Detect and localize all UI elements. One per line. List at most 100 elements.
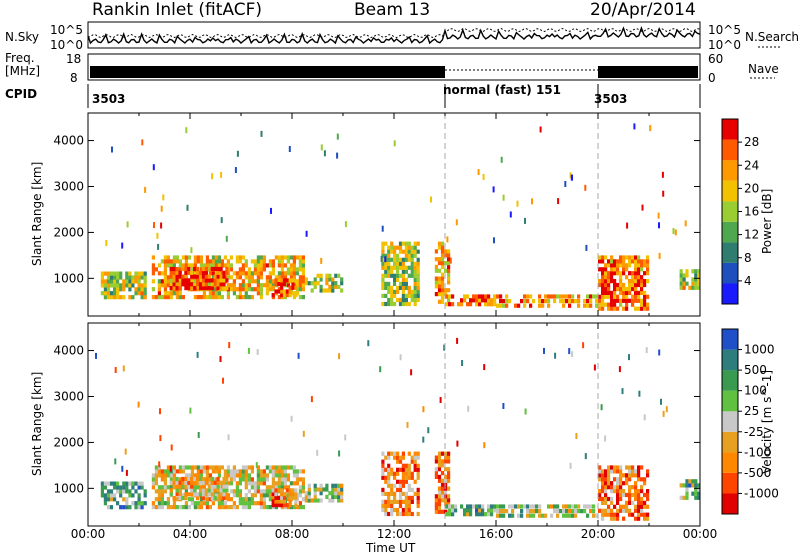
heatmap-cell xyxy=(634,481,638,486)
heatmap-cell xyxy=(499,504,503,509)
heatmap-cell xyxy=(134,481,138,486)
heatmap-cell xyxy=(387,281,391,286)
heatmap-cell xyxy=(613,485,617,490)
heatmap-cell xyxy=(288,278,292,283)
heatmap-cell xyxy=(396,471,400,476)
heatmap-cell xyxy=(381,459,385,464)
heatmap-cell xyxy=(131,501,135,506)
heatmap-cell xyxy=(390,467,394,472)
heatmap-cell xyxy=(116,481,120,486)
heatmap-cell xyxy=(163,275,167,280)
heatmap-cell xyxy=(331,284,335,289)
heatmap-cell xyxy=(196,287,200,292)
heatmap-cell xyxy=(222,488,226,493)
heatmap-cell xyxy=(292,481,296,486)
heatmap-cell xyxy=(607,512,611,517)
heatmap-cell xyxy=(128,271,132,276)
heatmap-cell xyxy=(178,484,182,489)
heatmap-speck xyxy=(430,196,432,203)
heatmap-cell xyxy=(691,483,695,488)
heatmap-cell xyxy=(398,265,403,270)
heatmap-speck xyxy=(585,244,588,251)
heatmap-cell xyxy=(244,497,248,502)
heatmap-cell xyxy=(190,274,194,279)
heatmap-cell xyxy=(277,473,281,478)
heatmap-cell xyxy=(103,291,107,296)
heatmap-cell xyxy=(634,290,638,295)
heatmap-cell xyxy=(401,269,405,274)
heatmap-cell xyxy=(137,287,141,292)
heatmap-cell xyxy=(277,271,281,276)
heatmap-cell xyxy=(193,481,197,486)
heatmap-cell xyxy=(316,487,320,492)
heatmap-cell xyxy=(398,273,403,278)
heatmap-speck xyxy=(446,236,449,243)
heatmap-cell xyxy=(556,509,560,514)
heatmap-speck xyxy=(380,255,383,262)
heatmap-cell xyxy=(640,282,644,288)
heatmap-cell xyxy=(298,489,302,494)
heatmap-cell xyxy=(416,289,420,294)
heatmap-cell xyxy=(178,496,182,501)
heatmap-cell xyxy=(396,245,400,250)
heatmap-cell xyxy=(682,483,686,488)
heatmap-cell xyxy=(289,263,293,268)
heatmap-cell xyxy=(219,266,223,272)
heatmap-cell xyxy=(410,293,414,298)
heatmap-cell xyxy=(559,299,563,304)
heatmap-cell xyxy=(460,298,464,303)
heatmap-cell xyxy=(134,279,138,284)
heatmap-cell xyxy=(294,495,298,500)
heatmap-cell xyxy=(694,273,698,278)
heatmap-cell xyxy=(199,279,203,284)
heatmap-speck xyxy=(483,364,486,371)
heatmap-cell xyxy=(401,483,405,488)
heatmap-cell xyxy=(640,275,644,280)
heatmap-cell xyxy=(187,505,191,510)
heatmap-cell xyxy=(607,271,611,276)
heatmap-cell xyxy=(250,259,254,264)
heatmap-cell xyxy=(340,288,344,293)
heatmap-cell xyxy=(172,259,176,264)
heatmap-cell xyxy=(401,301,405,307)
heatmap-cell xyxy=(222,286,226,291)
heatmap-cell xyxy=(175,270,179,275)
heatmap-cell xyxy=(219,274,223,279)
heatmap-cell xyxy=(184,465,188,470)
heatmap-cell xyxy=(404,285,408,290)
heatmap-speck xyxy=(211,173,214,180)
heatmap-cell xyxy=(256,291,260,296)
heatmap-cell xyxy=(475,294,479,299)
heatmap-cell xyxy=(463,298,467,303)
heatmap-cell xyxy=(285,503,289,508)
heatmap-speck xyxy=(384,256,387,263)
heatmap-cell xyxy=(616,282,620,288)
heatmap-cell xyxy=(610,290,614,295)
heatmap-cell xyxy=(116,287,120,292)
heatmap-cell xyxy=(259,501,263,506)
heatmap-cell xyxy=(277,282,281,287)
heatmap-cell xyxy=(437,261,442,266)
heatmap-cell xyxy=(691,281,695,286)
heatmap-cell xyxy=(568,504,572,509)
heatmap-cell xyxy=(201,278,206,283)
heatmap-cell xyxy=(556,504,560,509)
heatmap-cell xyxy=(214,263,218,268)
heatmap-cell xyxy=(313,494,317,499)
heatmap-cell xyxy=(151,473,155,478)
heatmap-speck xyxy=(422,406,425,413)
heatmap-cell xyxy=(169,291,173,296)
heatmap-cell xyxy=(238,295,242,300)
heatmap-cell xyxy=(586,294,590,299)
heatmap-speck xyxy=(626,222,629,229)
heatmap-cell xyxy=(204,270,208,275)
heatmap-cell xyxy=(604,286,608,292)
heatmap-cell xyxy=(282,278,287,283)
heatmap-cell xyxy=(487,508,491,513)
heatmap-cell xyxy=(410,273,414,278)
cpid-segment-2: normal (fast) 151 xyxy=(443,83,561,97)
heatmap-cell xyxy=(288,285,292,290)
heatmap-cell xyxy=(625,267,629,272)
heatmap-cell xyxy=(143,291,147,296)
heatmap-cell xyxy=(413,301,417,307)
